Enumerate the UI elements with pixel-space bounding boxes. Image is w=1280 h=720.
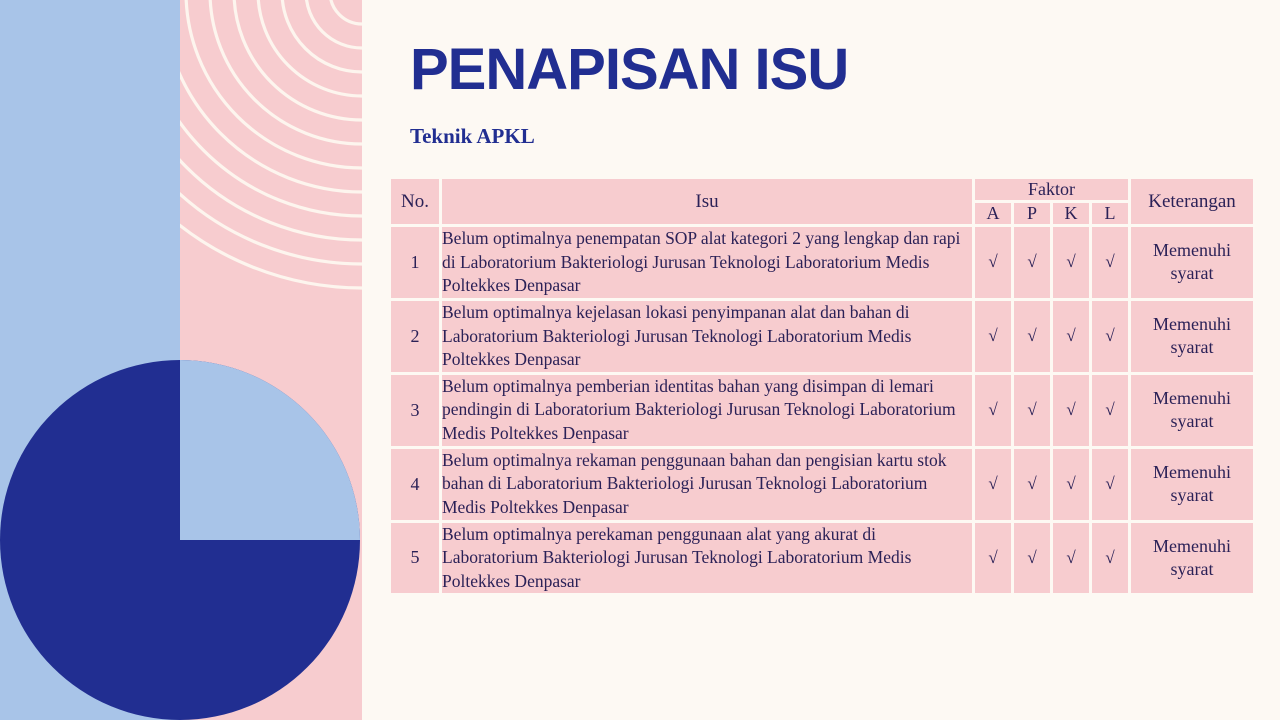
table-header: No. Isu Faktor Keterangan A P K L [391,179,1253,224]
row-factor-p-check: √ [1014,374,1050,446]
row-issue-text: Belum optimalnya penempatan SOP alat kat… [442,227,972,298]
row-factor-p-check: √ [1014,522,1050,594]
table-row: 4 Belum optimalnya rekaman penggunaan ba… [391,448,1253,520]
row-factor-a-check: √ [975,227,1011,298]
row-factor-l-check: √ [1092,374,1128,446]
row-keterangan: Memenuhi syarat [1131,300,1253,372]
row-factor-p-check: √ [1014,300,1050,372]
row-number: 4 [391,448,439,520]
column-header-factor-l: L [1092,203,1128,224]
column-header-factor-k: K [1053,203,1089,224]
table-header-row-2: A P K L [391,203,1253,224]
decorative-sidebar [0,0,362,720]
row-keterangan: Memenuhi syarat [1131,227,1253,298]
column-header-isu: Isu [442,179,972,224]
row-issue-text: Belum optimalnya kejelasan lokasi penyim… [442,300,972,372]
row-number: 3 [391,374,439,446]
row-issue-text: Belum optimalnya rekaman penggunaan baha… [442,448,972,520]
pacman-circle-decoration [0,360,362,720]
row-issue-text: Belum optimalnya pemberian identitas bah… [442,374,972,446]
table-row: 1 Belum optimalnya penempatan SOP alat k… [391,227,1253,298]
row-number: 5 [391,522,439,594]
row-keterangan: Memenuhi syarat [1131,374,1253,446]
table-header-row-1: No. Isu Faktor Keterangan [391,179,1253,224]
row-factor-k-check: √ [1053,448,1089,520]
column-header-factor-a: A [975,203,1011,224]
column-header-factor-p: P [1014,203,1050,224]
row-factor-l-check: √ [1092,227,1128,298]
row-factor-l-check: √ [1092,522,1128,594]
apkl-analysis-table: No. Isu Faktor Keterangan A P K L 1 Belu… [388,176,1256,596]
slide-content: PENAPISAN ISU Teknik APKL No. Isu Faktor… [362,0,1280,720]
row-factor-a-check: √ [975,300,1011,372]
page-subtitle: Teknik APKL [410,124,535,148]
concentric-arcs-decoration [180,0,362,400]
table-row: 3 Belum optimalnya pemberian identitas b… [391,374,1253,446]
row-factor-k-check: √ [1053,522,1089,594]
row-factor-p-check: √ [1014,227,1050,298]
row-number: 2 [391,300,439,372]
table-row: 5 Belum optimalnya perekaman penggunaan … [391,522,1253,594]
table-row: 2 Belum optimalnya kejelasan lokasi peny… [391,300,1253,372]
row-factor-l-check: √ [1092,300,1128,372]
row-keterangan: Memenuhi syarat [1131,522,1253,594]
row-issue-text: Belum optimalnya perekaman penggunaan al… [442,522,972,594]
page-title: PENAPISAN ISU [410,37,849,102]
row-number: 1 [391,227,439,298]
column-header-faktor: Faktor [975,179,1128,200]
row-factor-a-check: √ [975,522,1011,594]
row-factor-a-check: √ [975,448,1011,520]
row-factor-k-check: √ [1053,374,1089,446]
row-factor-p-check: √ [1014,448,1050,520]
column-header-no: No. [391,179,439,224]
table-body: 1 Belum optimalnya penempatan SOP alat k… [391,227,1253,594]
row-factor-k-check: √ [1053,300,1089,372]
column-header-keterangan: Keterangan [1131,179,1253,224]
row-factor-a-check: √ [975,374,1011,446]
row-factor-l-check: √ [1092,448,1128,520]
row-keterangan: Memenuhi syarat [1131,448,1253,520]
row-factor-k-check: √ [1053,227,1089,298]
